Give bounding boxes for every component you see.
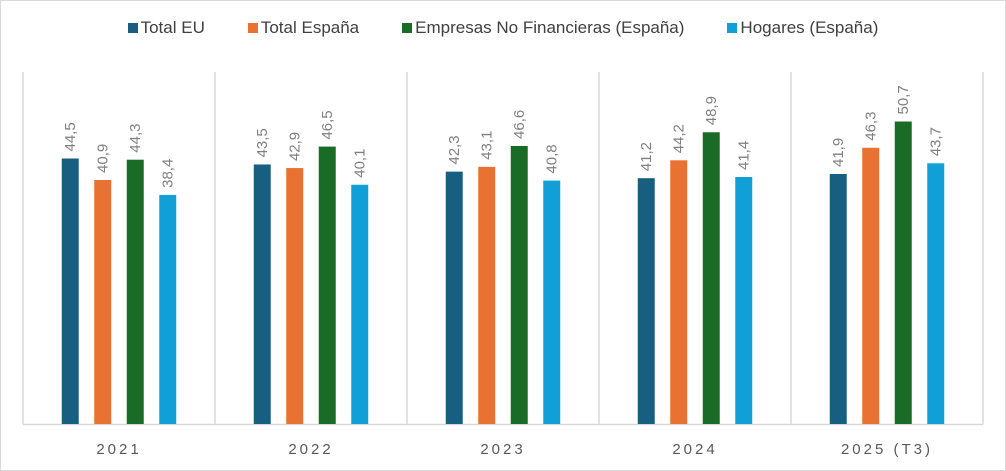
bar [351,184,369,424]
data-label: 46,6 [511,110,528,139]
chart-legend: Total EU Total España Empresas No Financ… [0,18,1006,38]
data-label: 41,2 [638,142,655,171]
bar [927,163,945,424]
legend-item-empresas: Empresas No Financieras (España) [402,18,684,38]
x-tick-label: 2022 [288,441,333,458]
data-label: 40,9 [95,144,112,173]
data-label: 48,9 [703,96,720,125]
bar [159,194,177,424]
data-label: 46,3 [863,112,880,141]
bar [478,166,496,424]
data-label: 44,5 [62,122,79,151]
bar [61,158,79,424]
legend-item-total-eu: Total EU [127,18,205,38]
data-label: 40,8 [544,144,561,173]
x-tick-label: 2023 [480,441,525,458]
bar [894,121,912,424]
legend-label: Total EU [140,18,205,37]
bar [543,180,561,424]
bar [829,174,847,424]
data-label: 40,1 [352,149,369,178]
bar [94,179,112,424]
data-label: 42,3 [446,135,463,164]
data-label: 38,4 [160,159,177,188]
bar [862,147,880,425]
legend-swatch [247,23,258,33]
bar [286,168,304,424]
legend-swatch [727,23,738,33]
bar [445,171,463,424]
data-label: 41,4 [736,141,753,170]
legend-item-hogares: Hogares (España) [727,18,878,38]
bar [318,146,336,424]
legend-item-total-espana: Total España [247,18,360,38]
legend-label: Total España [260,18,360,37]
data-label: 44,3 [127,123,144,152]
data-label: 43,1 [479,131,496,160]
bar [126,159,144,424]
data-label: 43,7 [928,127,945,156]
data-label: 43,5 [254,128,271,157]
data-label: 42,9 [287,132,304,161]
legend-label: Hogares (España) [740,18,879,37]
data-label: 46,5 [319,110,336,139]
data-label: 44,2 [671,124,688,153]
legend-swatch [402,23,413,33]
x-tick-label: 2024 [672,441,717,458]
bar [637,178,655,424]
data-label: 50,7 [895,85,912,114]
x-tick-label: 2021 [96,441,141,458]
data-label: 41,9 [830,138,847,167]
legend-swatch [127,23,138,33]
x-tick-label: 2025 (T3) [841,441,933,458]
bar [702,132,720,424]
bar [670,160,688,424]
bar [735,177,753,424]
legend-label: Empresas No Financieras (España) [415,18,685,37]
bar [253,164,271,424]
bar [510,145,528,424]
